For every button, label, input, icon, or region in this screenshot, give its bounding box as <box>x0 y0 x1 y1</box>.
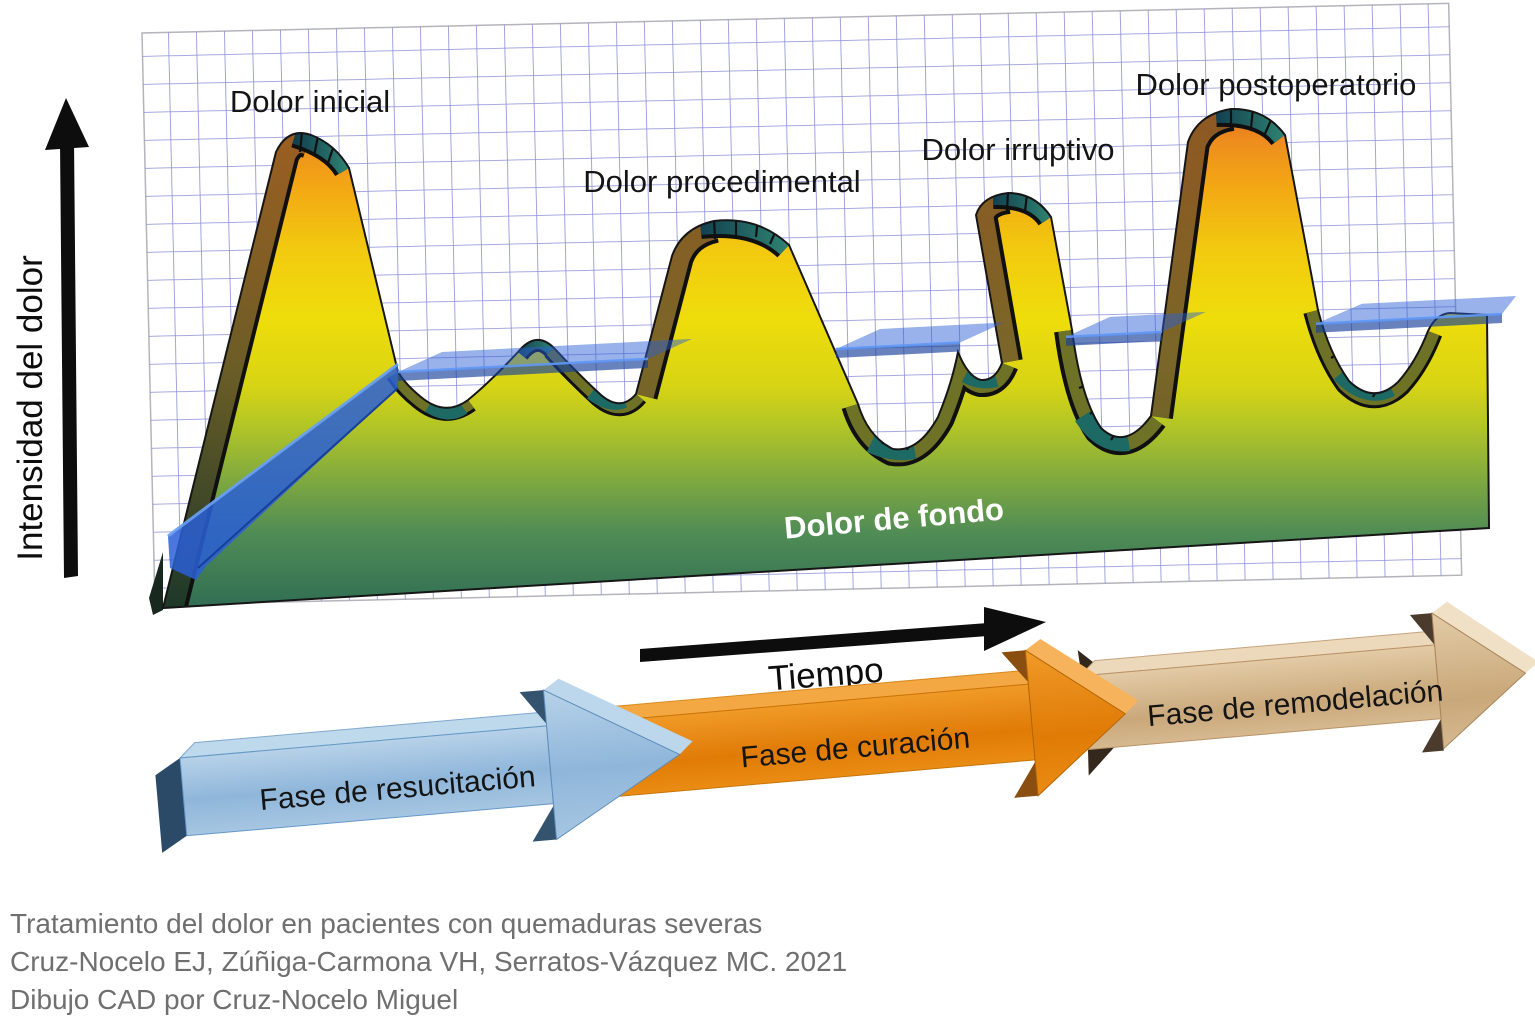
reference-plane <box>167 296 1516 580</box>
figure-caption: Tratamiento del dolor en pacientes con q… <box>10 905 847 1019</box>
phase-arrow-remodelacion: Fase de remodelación <box>1077 601 1535 776</box>
label-dolor-postoperatorio: Dolor postoperatorio <box>1136 67 1417 102</box>
label-dolor-irruptivo: Dolor irruptivo <box>922 132 1115 167</box>
surface-outline <box>161 107 1491 610</box>
label-dolor-procedimental: Dolor procedimental <box>583 164 860 199</box>
time-arrow-icon <box>640 607 1046 662</box>
phase-arrow-curacion: Fase de curación <box>594 638 1139 799</box>
caption-authors: Cruz-Nocelo EJ, Zúñiga-Carmona VH, Serra… <box>10 946 848 977</box>
y-axis-label: Intensidad del dolor <box>11 255 50 561</box>
phase-arrow-resucitacion: Fase de resucitación <box>155 678 693 853</box>
caption-credit: Dibujo CAD por Cruz-Nocelo Miguel <box>10 984 459 1015</box>
caption-title: Tratamiento del dolor en pacientes con q… <box>10 908 763 939</box>
label-dolor-inicial: Dolor inicial <box>230 84 390 119</box>
surface-corner-wedge <box>149 552 163 615</box>
y-axis-arrow-icon <box>45 98 89 578</box>
